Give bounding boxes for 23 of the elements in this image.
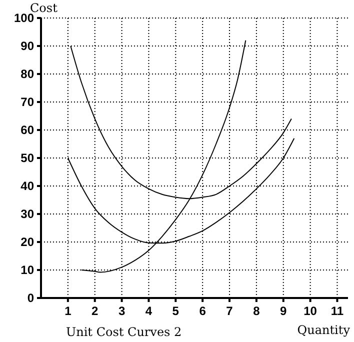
x-tick-label: 1 [64,304,72,318]
y-tick-label: 40 [20,179,34,193]
y-tick-label: 70 [20,95,34,109]
x-tick-label: 2 [92,304,99,318]
y-tick-label: 50 [20,151,34,165]
x-tick-label: 4 [145,304,152,318]
x-tick-label: 3 [118,304,126,318]
y-tick-label: 10 [20,263,34,277]
x-tick-label: 5 [172,304,180,318]
y-tick-label: 90 [20,39,34,53]
y-tick-label: 30 [20,207,34,221]
y-tick-label: 0 [27,291,34,305]
x-tick-label: 11 [330,304,344,318]
x-tick-label: 9 [280,304,288,318]
y-tick-label: 20 [20,235,34,249]
x-tick-label: 6 [199,304,206,318]
x-tick-label: 8 [253,304,260,318]
x-tick-label: 10 [304,304,318,318]
y-tick-label: 60 [20,123,34,137]
text: Unit Cost Curves 2 [66,325,182,339]
x-axis-title: Quantity [297,323,350,337]
y-tick-label: 80 [20,67,34,81]
x-tick-label: 7 [226,304,234,318]
